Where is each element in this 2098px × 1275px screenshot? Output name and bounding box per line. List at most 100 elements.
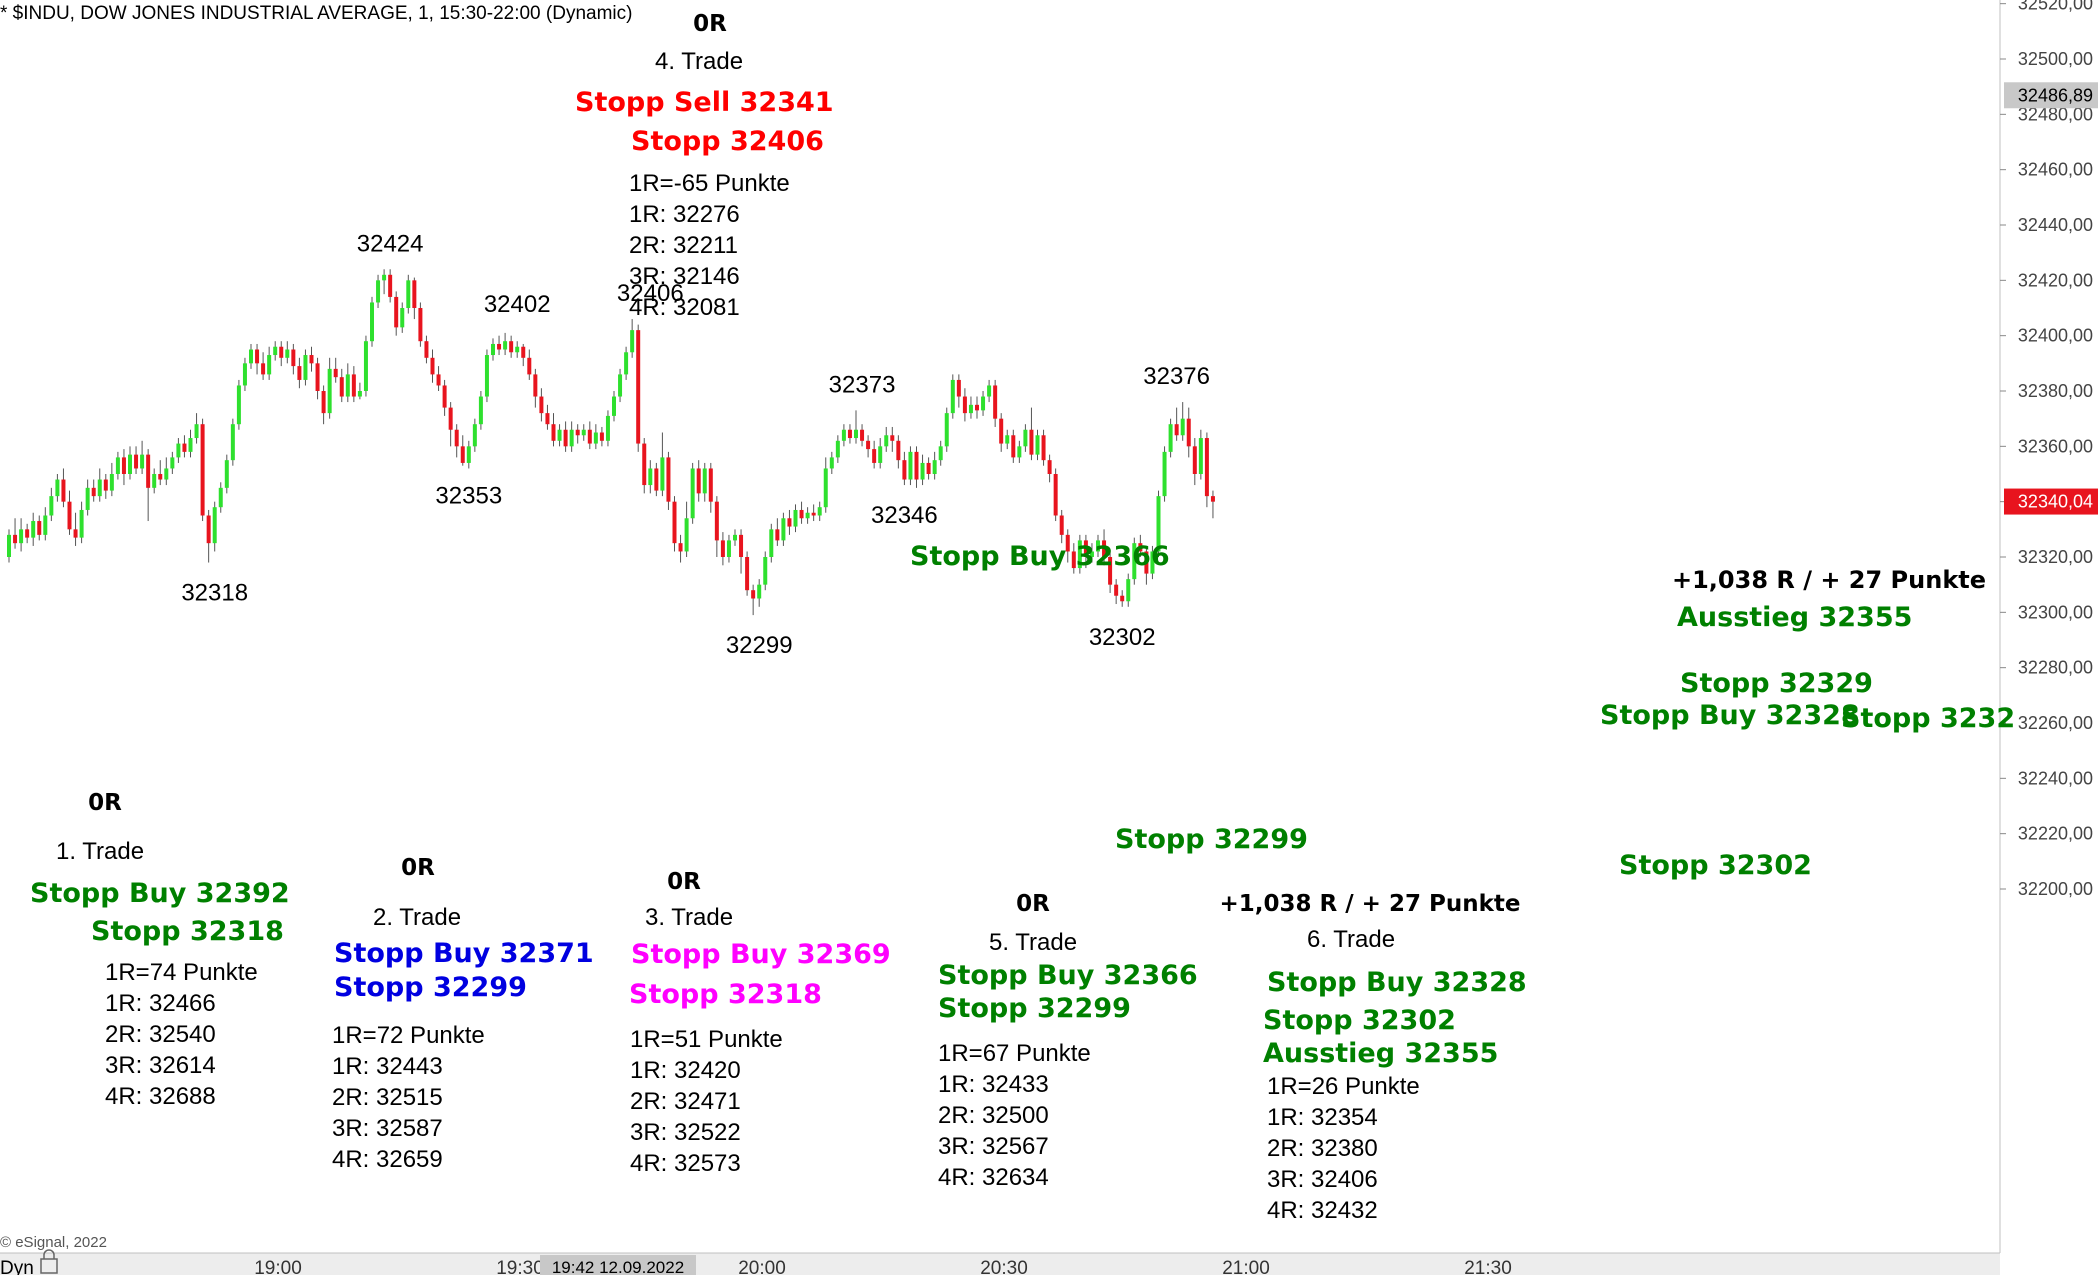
- candle: [91, 479, 96, 502]
- candle: [152, 468, 157, 494]
- candle: [720, 532, 725, 566]
- candle-body-down: [454, 429, 459, 447]
- candle-body-up: [793, 509, 798, 527]
- trade-line: 1R: 32354: [1267, 1104, 1378, 1131]
- candle: [648, 460, 653, 494]
- candle-body-up: [1156, 496, 1161, 552]
- candle: [745, 551, 750, 596]
- trade-stop-1: Stopp Sell 32341: [575, 87, 834, 118]
- candle: [158, 460, 163, 486]
- candle-body-down: [708, 468, 713, 502]
- candle: [279, 341, 284, 367]
- trade-stop-2: Stopp 32299: [938, 993, 1131, 1024]
- candle: [497, 335, 502, 356]
- candle-body-down: [872, 449, 877, 463]
- trade-line: 1R: 32420: [630, 1057, 741, 1084]
- candle-body-down: [739, 534, 744, 557]
- candle: [236, 379, 241, 430]
- trade-title: 4. Trade: [655, 48, 743, 75]
- candle: [884, 426, 889, 452]
- candle: [303, 349, 308, 386]
- candle: [333, 357, 338, 383]
- candle-body-down: [587, 429, 592, 444]
- candle-body-down: [1186, 418, 1191, 447]
- trade-stop-1: Stopp Buy 32328: [1267, 967, 1527, 998]
- candle-body-down: [1011, 435, 1016, 458]
- y-tick-label: 32400,00: [2018, 326, 2093, 346]
- candle: [866, 435, 871, 458]
- candle: [25, 523, 30, 544]
- lock-icon[interactable]: [40, 1249, 58, 1274]
- candle: [835, 435, 840, 463]
- trade-line: 3R: 32614: [105, 1052, 216, 1079]
- candle-body-up: [19, 529, 24, 544]
- candle: [1029, 407, 1034, 461]
- candle: [1192, 438, 1197, 486]
- candle: [1102, 529, 1107, 566]
- candle-body-down: [672, 501, 677, 544]
- candle: [539, 388, 544, 422]
- candle: [382, 269, 387, 295]
- swing-label: 32318: [181, 580, 248, 607]
- x-tick-label: 20:00: [738, 1258, 786, 1275]
- candle: [345, 363, 350, 403]
- price-tag-label: 32486,89: [2018, 85, 2093, 105]
- trade-5-block: 0R 5. Trade Stopp Buy 32366 Stopp 32299 …: [938, 891, 1198, 1191]
- y-tick-label: 32320,00: [2018, 547, 2093, 567]
- candle-body-down: [1204, 438, 1209, 497]
- candle-body-down: [1029, 429, 1034, 455]
- x-tick-label: 19:30: [496, 1258, 544, 1275]
- trade-stop-1: Stopp Buy 32369: [631, 939, 891, 970]
- candle-body-down: [1071, 551, 1076, 569]
- candle-body-up: [382, 274, 387, 281]
- candle-body-down: [1047, 460, 1052, 474]
- candle: [1204, 432, 1209, 508]
- y-tick-label: 32480,00: [2018, 104, 2093, 124]
- candle-body-down: [545, 413, 550, 425]
- candle-body-down: [847, 429, 852, 439]
- candle: [218, 482, 223, 513]
- candle-body-up: [49, 496, 54, 516]
- trade-line: 1R=-65 Punkte: [629, 170, 790, 197]
- candle-body-up: [835, 440, 840, 458]
- candle-body-up: [267, 355, 272, 375]
- candle: [230, 418, 235, 466]
- candle-body-down: [315, 363, 320, 391]
- candle: [1035, 429, 1040, 461]
- candle-body-down: [91, 487, 96, 497]
- candle-body-up: [624, 352, 629, 375]
- candle: [993, 379, 998, 427]
- candle-body-up: [1150, 551, 1155, 574]
- trade-line: 1R: 32443: [332, 1053, 443, 1080]
- candle-body-down: [297, 366, 302, 380]
- y-tick-label: 32360,00: [2018, 436, 2093, 456]
- candle-body-down: [1144, 551, 1149, 574]
- candle-body-up: [763, 557, 768, 585]
- candle-body-up: [581, 429, 586, 436]
- candle: [527, 349, 532, 380]
- candle: [1174, 407, 1179, 441]
- candle: [1186, 407, 1191, 458]
- candle-body-up: [140, 454, 145, 469]
- candle-body-down: [158, 474, 163, 480]
- candle: [642, 438, 647, 494]
- price-tag-bg: [2004, 82, 2098, 109]
- candle-body-up: [1089, 551, 1094, 557]
- candle: [454, 424, 459, 458]
- candle-body-down: [424, 341, 429, 358]
- candle: [406, 274, 411, 314]
- candle-body-down: [1102, 540, 1107, 557]
- candle-body-up: [1023, 429, 1028, 447]
- candle-body-down: [497, 343, 502, 350]
- candle-body-up: [31, 521, 36, 538]
- candle: [932, 451, 937, 480]
- chart-label-stopp-buy: Stopp Buy 32366: [910, 541, 1170, 572]
- candle: [811, 504, 816, 522]
- candle-body-up: [1162, 451, 1167, 497]
- y-tick-label: 32260,00: [2018, 713, 2093, 733]
- candle-body-down: [509, 341, 514, 353]
- candle: [1156, 490, 1161, 557]
- candle: [751, 584, 756, 616]
- trade-line: 1R: 32276: [629, 201, 740, 228]
